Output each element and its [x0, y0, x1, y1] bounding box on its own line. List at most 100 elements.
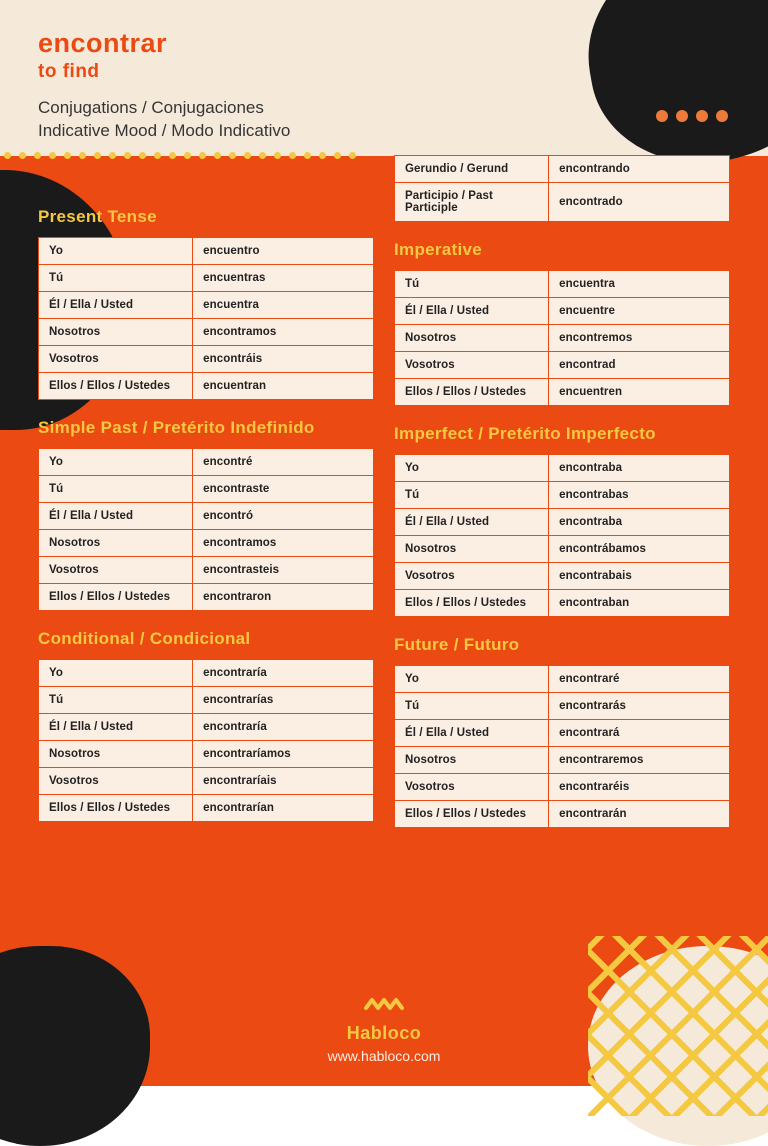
table-cell: encontrarían [193, 794, 374, 821]
table-cell: encontrasteis [193, 556, 374, 583]
table-cell: encontraste [193, 475, 374, 502]
table-cell: Participio / Past Participle [395, 182, 549, 221]
table-cell: encontraba [549, 508, 730, 535]
table-participles: Gerundio / GerundencontrandoParticipio /… [394, 155, 730, 222]
table-cell: Tú [39, 475, 193, 502]
table-row: Yoencuentro [39, 237, 374, 264]
table-cell: encontraban [549, 589, 730, 616]
table-cell: Tú [39, 686, 193, 713]
table-cell: encontraréis [549, 773, 730, 800]
table-row: Él / Ella / Ustedencuentra [39, 291, 374, 318]
table-cell: Él / Ella / Usted [39, 502, 193, 529]
table-row: Túencuentras [39, 264, 374, 291]
table-cell: encontraremos [549, 746, 730, 773]
table-row: Vosotrosencontráis [39, 345, 374, 372]
verb-title: encontrar [38, 28, 730, 59]
footer-url: www.habloco.com [0, 1048, 768, 1064]
table-row: Nosotrosencontraremos [395, 746, 730, 773]
table-cell: encontrabas [549, 481, 730, 508]
table-cell: Él / Ella / Usted [395, 508, 549, 535]
table-cell: encuentren [549, 378, 730, 405]
table-row: Túencontrabas [395, 481, 730, 508]
table-cell: encontraría [193, 713, 374, 740]
table-cell: encontraríais [193, 767, 374, 794]
table-cell: Gerundio / Gerund [395, 155, 549, 182]
table-row: Túencontraste [39, 475, 374, 502]
table-cell: encontremos [549, 324, 730, 351]
table-cell: Él / Ella / Usted [39, 291, 193, 318]
table-cell: Nosotros [39, 740, 193, 767]
table-cell: encontrado [549, 182, 730, 221]
table-cell: Ellos / Ellos / Ustedes [395, 800, 549, 827]
table-present: YoencuentroTúencuentrasÉl / Ella / Usted… [38, 237, 374, 400]
table-cell: Vosotros [39, 556, 193, 583]
section-title-imperfect: Imperfect / Pretérito Imperfecto [394, 424, 730, 444]
table-row: Nosotrosencontramos [39, 529, 374, 556]
table-row: Él / Ella / Ustedencontró [39, 502, 374, 529]
table-row: Nosotrosencontrábamos [395, 535, 730, 562]
table-row: Ellos / Ellos / Ustedesencontraron [39, 583, 374, 610]
verb-translation: to find [38, 61, 730, 83]
footer-brand: Habloco [0, 1023, 768, 1044]
table-imperfect: YoencontrabaTúencontrabasÉl / Ella / Ust… [394, 454, 730, 617]
table-cell: Vosotros [39, 345, 193, 372]
content: encontrar to find Conjugations / Conjuga… [0, 0, 768, 848]
table-row: Participio / Past Participleencontrado [395, 182, 730, 221]
table-future: YoencontraréTúencontrarásÉl / Ella / Ust… [394, 665, 730, 828]
table-row: Yoencontré [39, 448, 374, 475]
table-row: Él / Ella / Ustedencontraría [39, 713, 374, 740]
table-cell: Yo [39, 237, 193, 264]
table-cell: encontrábamos [549, 535, 730, 562]
table-cell: Yo [39, 659, 193, 686]
table-cell: encontraré [549, 665, 730, 692]
table-row: Túencontrarías [39, 686, 374, 713]
footer: Habloco www.habloco.com [0, 990, 768, 1064]
table-cell: encuentran [193, 372, 374, 399]
table-row: Nosotrosencontramos [39, 318, 374, 345]
table-cell: encontró [193, 502, 374, 529]
table-cell: Nosotros [395, 746, 549, 773]
table-cell: Tú [395, 270, 549, 297]
footer-logo-icon [0, 990, 768, 1021]
subtitle-line2: Indicative Mood / Modo Indicativo [38, 120, 730, 143]
table-cell: Él / Ella / Usted [395, 719, 549, 746]
table-cell: Yo [395, 454, 549, 481]
table-cell: encontrando [549, 155, 730, 182]
table-cell: encuentra [549, 270, 730, 297]
table-row: Él / Ella / Ustedencuentre [395, 297, 730, 324]
section-title-conditional: Conditional / Condicional [38, 629, 374, 649]
table-cell: Nosotros [39, 529, 193, 556]
table-cell: Vosotros [395, 351, 549, 378]
columns: Present Tense YoencuentroTúencuentrasÉl … [38, 155, 730, 828]
section-title-simple-past: Simple Past / Pretérito Indefinido [38, 418, 374, 438]
table-cell: encontraron [193, 583, 374, 610]
column-left: Present Tense YoencuentroTúencuentrasÉl … [38, 155, 374, 828]
table-cell: encontraríamos [193, 740, 374, 767]
table-cell: Ellos / Ellos / Ustedes [39, 372, 193, 399]
table-row: Nosotrosencontremos [395, 324, 730, 351]
table-cell: encuentras [193, 264, 374, 291]
table-cell: Él / Ella / Usted [39, 713, 193, 740]
table-cell: Tú [39, 264, 193, 291]
table-cell: Nosotros [395, 535, 549, 562]
table-cell: encontramos [193, 529, 374, 556]
table-row: Vosotrosencontraréis [395, 773, 730, 800]
table-row: Ellos / Ellos / Ustedesencuentran [39, 372, 374, 399]
table-row: Nosotrosencontraríamos [39, 740, 374, 767]
table-cell: Yo [39, 448, 193, 475]
table-row: Ellos / Ellos / Ustedesencontraban [395, 589, 730, 616]
table-cell: Él / Ella / Usted [395, 297, 549, 324]
table-row: Yoencontraba [395, 454, 730, 481]
table-cell: Vosotros [395, 773, 549, 800]
table-row: Vosotrosencontraríais [39, 767, 374, 794]
table-cell: Vosotros [395, 562, 549, 589]
table-imperative: TúencuentraÉl / Ella / UstedencuentreNos… [394, 270, 730, 406]
table-simple-past: YoencontréTúencontrasteÉl / Ella / Usted… [38, 448, 374, 611]
table-row: Ellos / Ellos / Ustedesencuentren [395, 378, 730, 405]
table-conditional: YoencontraríaTúencontraríasÉl / Ella / U… [38, 659, 374, 822]
table-row: Gerundio / Gerundencontrando [395, 155, 730, 182]
table-row: Túencuentra [395, 270, 730, 297]
section-title-imperative: Imperative [394, 240, 730, 260]
table-cell: encontrará [549, 719, 730, 746]
column-right: Gerundio / GerundencontrandoParticipio /… [394, 155, 730, 828]
